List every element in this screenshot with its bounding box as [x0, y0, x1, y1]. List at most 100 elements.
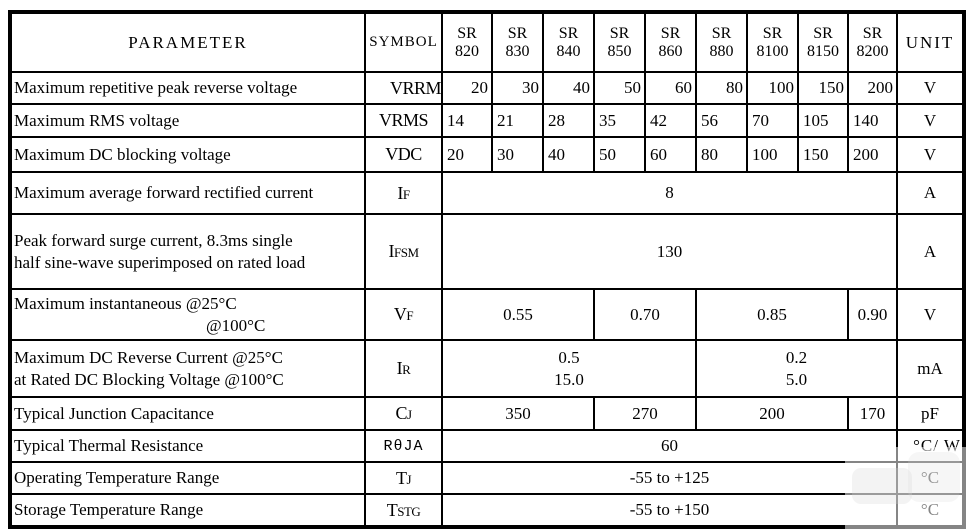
symbol-max-instantaneous-forward-voltage: VF [364, 288, 443, 341]
header-model-sr830: SR 830 [491, 11, 544, 73]
param-typical-junction-capacitance: Typical Junction Capacitance [9, 396, 366, 431]
row-peak-forward-surge-current: Peak forward surge current, 8.3ms single… [9, 213, 965, 290]
value-max-rms-voltage: 21 [491, 103, 544, 138]
row-max-rms-voltage: Maximum RMS voltage VRMS 14 21 28 35 42 56 70 105… [9, 103, 965, 138]
table-header-row: PARAMETER SYMBOL SR 820 SR 830 SR 840 SR 850 SR 8… [9, 11, 965, 73]
unit-operating-temperature-range: °C [896, 461, 965, 495]
param-storage-temperature-range: Storage Temperature Range [9, 493, 366, 528]
value-typical-junction-capacitance: 200 [695, 396, 849, 431]
symbol-max-rms-voltage: VRMS [364, 103, 443, 138]
value-max-repetitive-peak-reverse-voltage: 100 [746, 71, 799, 105]
header-unit: UNIT [896, 11, 965, 73]
param-max-instantaneous-forward-voltage: Maximum instantaneous @25°C @100°C [9, 288, 366, 341]
unit-max-rms-voltage: V [896, 103, 965, 138]
param-max-dc-reverse-current: Maximum DC Reverse Current @25°C at Rated… [9, 339, 366, 398]
header-model-sr8100: SR 8100 [746, 11, 799, 73]
header-model-sr8150: SR 8150 [797, 11, 849, 73]
value-max-repetitive-peak-reverse-voltage: 80 [695, 71, 748, 105]
param-peak-forward-surge-current: Peak forward surge current, 8.3ms single… [9, 213, 366, 290]
value-max-rms-voltage: 42 [644, 103, 697, 138]
row-typical-junction-capacitance: Typical Junction Capacitance CJ 350 270 200 1… [9, 396, 965, 431]
row-max-instantaneous-forward-voltage: Maximum instantaneous @25°C @100°C VF 0.55 0… [9, 288, 965, 341]
value-max-dc-blocking-voltage: 100 [746, 136, 799, 173]
symbol-operating-temperature-range: TJ [364, 461, 443, 495]
unit-max-instantaneous-forward-voltage: V [896, 288, 965, 341]
row-max-dc-reverse-current: Maximum DC Reverse Current @25°C at Rated… [9, 339, 965, 398]
value-max-dc-reverse-current: 0.2 5.0 [695, 339, 898, 398]
param-max-repetitive-peak-reverse-voltage: Maximum repetitive peak reverse voltage [9, 71, 366, 105]
value-operating-temperature-range: -55 to +125 [441, 461, 898, 495]
value-typical-junction-capacitance: 170 [847, 396, 898, 431]
value-max-rms-voltage: 70 [746, 103, 799, 138]
value-max-repetitive-peak-reverse-voltage: 50 [593, 71, 646, 105]
symbol-typical-thermal-resistance: RθJA [364, 429, 443, 463]
value-max-instantaneous-forward-voltage: 0.90 [847, 288, 898, 341]
value-max-repetitive-peak-reverse-voltage: 200 [847, 71, 898, 105]
symbol-peak-forward-surge-current: IFSM [364, 213, 443, 290]
unit-typical-thermal-resistance: °C/ W [896, 429, 965, 463]
unit-typical-junction-capacitance: pF [896, 396, 965, 431]
row-typical-thermal-resistance: Typical Thermal Resistance RθJA 60 °C/ W [9, 429, 965, 463]
symbol-storage-temperature-range: TSTG [364, 493, 443, 528]
param-max-dc-blocking-voltage: Maximum DC blocking voltage [9, 136, 366, 173]
value-max-dc-blocking-voltage: 60 [644, 136, 697, 173]
header-parameter: PARAMETER [9, 11, 366, 73]
header-model-sr850: SR 850 [593, 11, 646, 73]
datasheet-table-container: PARAMETER SYMBOL SR 820 SR 830 SR 840 SR 850 SR 8… [8, 10, 966, 529]
value-max-rms-voltage: 28 [542, 103, 595, 138]
value-typical-junction-capacitance: 270 [593, 396, 697, 431]
symbol-max-repetitive-peak-reverse-voltage: VRRM [364, 71, 443, 105]
value-max-dc-blocking-voltage: 20 [441, 136, 493, 173]
value-typical-junction-capacitance: 350 [441, 396, 595, 431]
unit-max-dc-blocking-voltage: V [896, 136, 965, 173]
header-symbol: SYMBOL [364, 11, 443, 73]
value-max-repetitive-peak-reverse-voltage: 30 [491, 71, 544, 105]
header-model-sr820: SR 820 [441, 11, 493, 73]
header-model-sr880: SR 880 [695, 11, 748, 73]
value-typical-thermal-resistance: 60 [441, 429, 898, 463]
param-operating-temperature-range: Operating Temperature Range [9, 461, 366, 495]
header-model-sr8200: SR 8200 [847, 11, 898, 73]
symbol-max-dc-reverse-current: IR [364, 339, 443, 398]
header-model-sr840: SR 840 [542, 11, 595, 73]
symbol-typical-junction-capacitance: CJ [364, 396, 443, 431]
unit-peak-forward-surge-current: A [896, 213, 965, 290]
symbol-max-average-forward-rectified-current: IF [364, 171, 443, 215]
value-max-repetitive-peak-reverse-voltage: 20 [441, 71, 493, 105]
row-operating-temperature-range: Operating Temperature Range TJ -55 to +125… [9, 461, 965, 495]
value-max-instantaneous-forward-voltage: 0.55 [441, 288, 595, 341]
value-max-rms-voltage: 56 [695, 103, 748, 138]
value-max-dc-reverse-current: 0.5 15.0 [441, 339, 697, 398]
value-max-repetitive-peak-reverse-voltage: 150 [797, 71, 849, 105]
value-max-instantaneous-forward-voltage: 0.70 [593, 288, 697, 341]
row-max-repetitive-peak-reverse-voltage: Maximum repetitive peak reverse voltage V… [9, 71, 965, 105]
row-max-dc-blocking-voltage: Maximum DC blocking voltage VDC 20 30 40 50 60… [9, 136, 965, 173]
ratings-table: PARAMETER SYMBOL SR 820 SR 830 SR 840 SR 850 SR 8… [8, 10, 966, 529]
value-max-dc-blocking-voltage: 30 [491, 136, 544, 173]
param-max-average-forward-rectified-current: Maximum average forward rectified curren… [9, 171, 366, 215]
value-storage-temperature-range: -55 to +150 [441, 493, 898, 528]
value-peak-forward-surge-current: 130 [441, 213, 898, 290]
param-typical-thermal-resistance: Typical Thermal Resistance [9, 429, 366, 463]
value-max-rms-voltage: 14 [441, 103, 493, 138]
unit-max-dc-reverse-current: mA [896, 339, 965, 398]
value-max-repetitive-peak-reverse-voltage: 40 [542, 71, 595, 105]
symbol-max-dc-blocking-voltage: VDC [364, 136, 443, 173]
value-max-dc-blocking-voltage: 150 [797, 136, 849, 173]
unit-max-average-forward-rectified-current: A [896, 171, 965, 215]
value-max-dc-blocking-voltage: 40 [542, 136, 595, 173]
unit-max-repetitive-peak-reverse-voltage: V [896, 71, 965, 105]
value-max-average-forward-rectified-current: 8 [441, 171, 898, 215]
value-max-instantaneous-forward-voltage: 0.85 [695, 288, 849, 341]
row-storage-temperature-range: Storage Temperature Range TSTG -55 to +150… [9, 493, 965, 528]
header-model-sr860: SR 860 [644, 11, 697, 73]
value-max-dc-blocking-voltage: 80 [695, 136, 748, 173]
value-max-dc-blocking-voltage: 50 [593, 136, 646, 173]
unit-storage-temperature-range: °C [896, 493, 965, 528]
value-max-rms-voltage: 105 [797, 103, 849, 138]
value-max-dc-blocking-voltage: 200 [847, 136, 898, 173]
param-max-rms-voltage: Maximum RMS voltage [9, 103, 366, 138]
value-max-repetitive-peak-reverse-voltage: 60 [644, 71, 697, 105]
value-max-rms-voltage: 140 [847, 103, 898, 138]
row-max-average-forward-rectified-current: Maximum average forward rectified curren… [9, 171, 965, 215]
